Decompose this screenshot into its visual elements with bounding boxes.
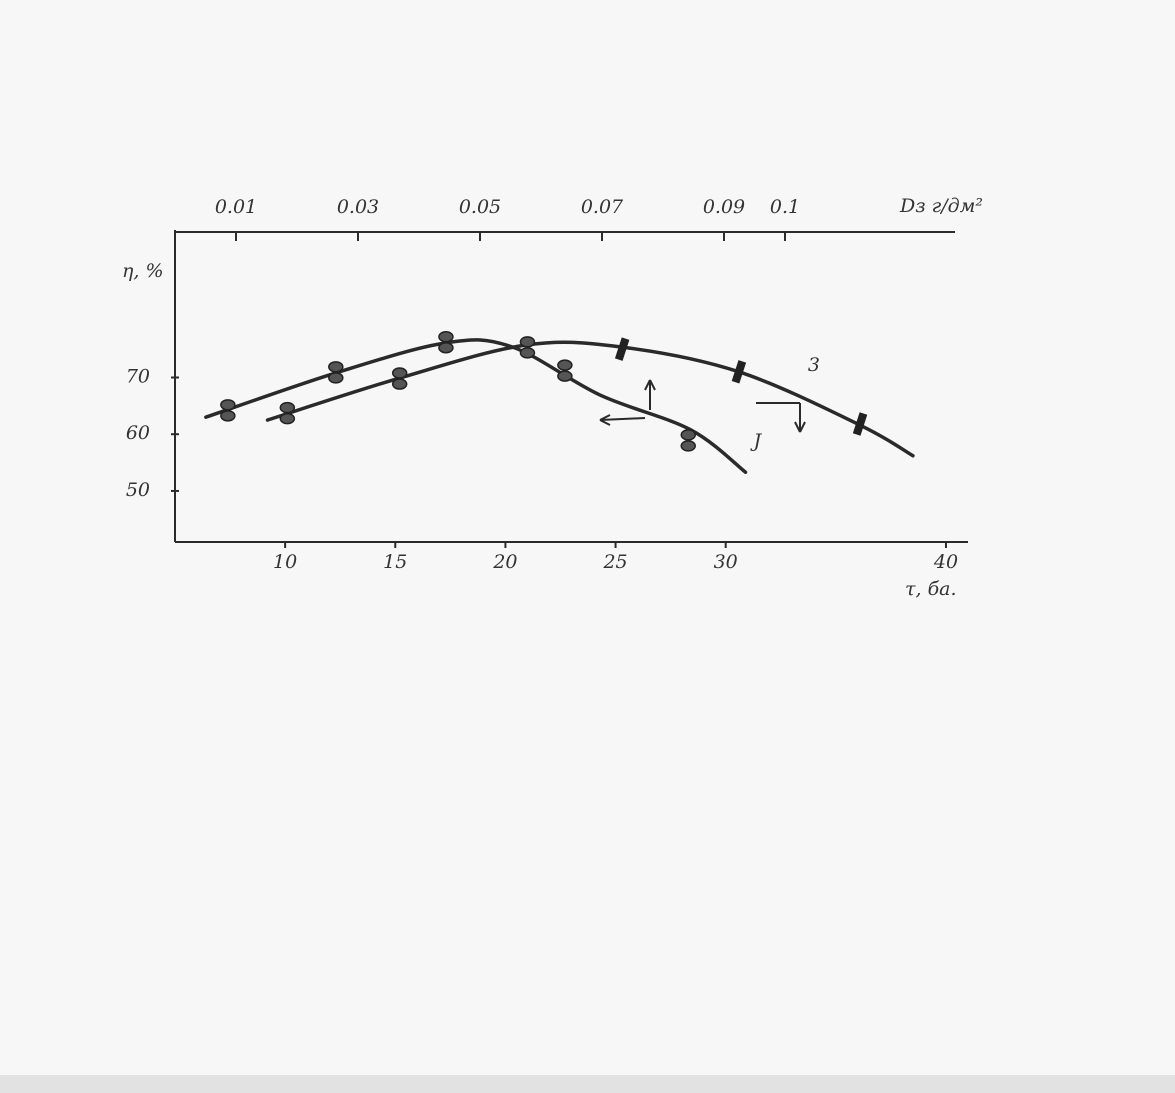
data-point — [280, 414, 294, 424]
y-tick-label: 70 — [126, 365, 150, 387]
data-point — [558, 371, 572, 381]
data-point — [280, 403, 294, 413]
data-point — [520, 348, 534, 358]
paper — [0, 0, 1175, 1093]
x-axis-label: τ, ба. — [905, 578, 957, 600]
x2-tick-label: 0.1 — [770, 196, 800, 218]
data-point — [520, 337, 534, 347]
x2-tick-label: 0.05 — [459, 196, 501, 218]
data-point — [221, 411, 235, 421]
x2-tick-label: 0.07 — [581, 196, 624, 218]
data-point — [558, 360, 572, 370]
y-tick-label: 60 — [126, 422, 150, 444]
data-point — [221, 400, 235, 410]
x2-axis-label: Dз г/дм² — [899, 195, 983, 217]
data-point — [439, 332, 453, 342]
y-tick-label: 50 — [126, 479, 150, 501]
data-point — [329, 373, 343, 383]
data-point — [393, 368, 407, 378]
chart: η, % τ, ба. Dз г/дм² 50 60 70 10 15 20 25 30 40 0… — [0, 0, 1175, 1093]
x-tick-label: 25 — [602, 551, 627, 573]
data-point — [681, 441, 695, 451]
x2-tick-label: 0.09 — [703, 196, 745, 218]
scan-edge — [0, 1075, 1175, 1093]
x-tick-label: 20 — [492, 551, 517, 573]
curve-label: 3 — [808, 354, 820, 376]
y-axis-label: η, % — [122, 260, 164, 282]
x2-tick-label: 0.01 — [215, 196, 257, 218]
x-tick-label: 40 — [933, 551, 958, 573]
x-tick-label: 15 — [383, 551, 407, 573]
data-point — [329, 362, 343, 372]
x-tick-label: 30 — [714, 551, 738, 573]
data-point — [393, 379, 407, 389]
x-tick-label: 10 — [273, 551, 297, 573]
data-point — [681, 430, 695, 440]
data-point — [439, 343, 453, 353]
x2-tick-label: 0.03 — [337, 196, 379, 218]
